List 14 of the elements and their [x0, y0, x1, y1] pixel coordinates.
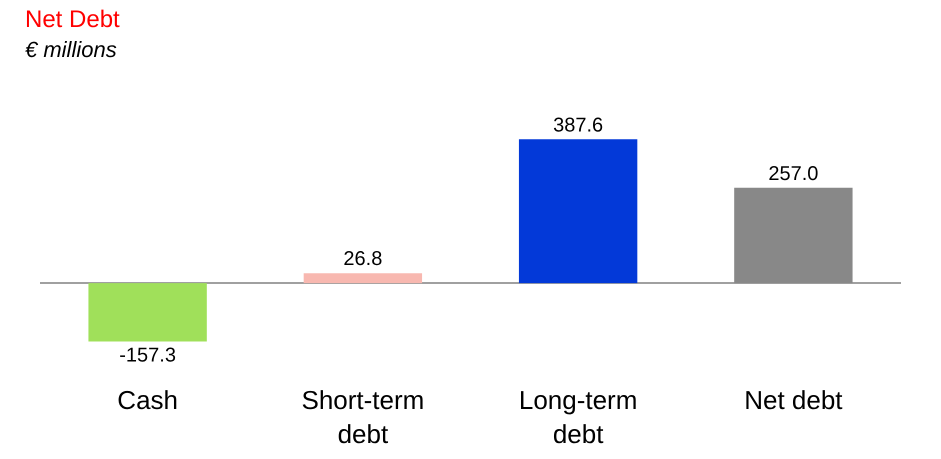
data-label: 26.8 — [343, 248, 382, 270]
x-tick-label: Short-term debt — [301, 385, 424, 449]
chart-title: Net Debt — [25, 6, 120, 33]
bar — [304, 273, 422, 284]
bar — [88, 283, 207, 342]
data-label: 257.0 — [768, 162, 818, 185]
bar — [518, 139, 638, 284]
data-label: 387.6 — [553, 114, 604, 136]
chart-subtitle: € millions — [25, 37, 117, 62]
x-tick-label: Net debt — [744, 385, 844, 415]
x-tick-label: Cash — [117, 385, 178, 415]
data-label: -157.3 — [119, 344, 176, 367]
bar — [734, 188, 853, 284]
x-tick-label: Long-term debt — [518, 385, 638, 449]
